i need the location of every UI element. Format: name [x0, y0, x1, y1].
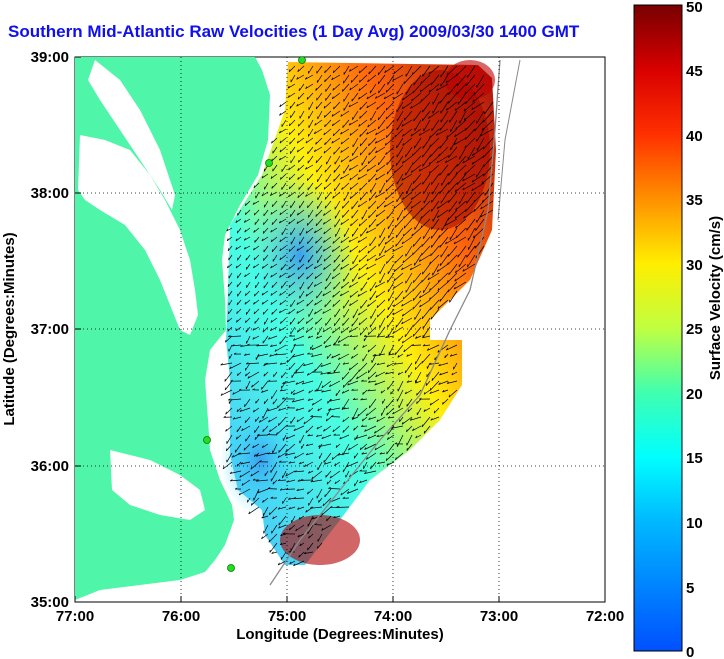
y-tick-label: 36:00 [31, 458, 69, 475]
y-tick-labels: 39:00 38:00 37:00 36:00 35:00 [31, 49, 69, 611]
colorbar-label: Surface Velocity (cm/s) [707, 216, 724, 380]
x-tick-labels: 77:00 76:00 75:00 74:00 73:00 72:00 [56, 608, 624, 625]
y-axis-label: Latitude (Degrees:Minutes) [1, 232, 18, 425]
y-tick-label: 35:00 [31, 594, 69, 611]
x-tick-label: 72:00 [586, 608, 624, 625]
colorbar-tick-label: 20 [686, 386, 703, 403]
x-tick-label: 77:00 [56, 608, 94, 625]
velocity-field [220, 60, 496, 567]
x-axis-label: Longitude (Degrees:Minutes) [236, 626, 444, 643]
y-tick-label: 37:00 [31, 321, 69, 338]
colorbar-tick-label: 15 [686, 450, 703, 467]
colorbar-tick-label: 5 [686, 580, 694, 597]
station-marker[interactable] [227, 564, 235, 572]
station-marker[interactable] [298, 57, 306, 64]
colorbar [633, 4, 683, 652]
colorbar-tick-label: 0 [686, 644, 694, 659]
colorbar-tick-label: 10 [686, 515, 703, 532]
colorbar-tick-label: 45 [686, 63, 703, 80]
bathymetry-contour [269, 59, 501, 586]
colorbar-ticks: 0 5 10 15 20 25 30 35 40 45 50 [686, 0, 703, 659]
axis-ticks [74, 56, 606, 603]
y-tick-label: 39:00 [31, 49, 69, 66]
colorbar-tick-label: 40 [686, 128, 703, 145]
bathymetry-contour-outer [497, 59, 521, 221]
colorbar-tick-label: 35 [686, 192, 703, 209]
x-tick-label: 75:00 [268, 608, 306, 625]
grid-lines [75, 57, 605, 602]
x-tick-label: 74:00 [374, 608, 412, 625]
station-marker[interactable] [203, 436, 211, 444]
y-tick-label: 38:00 [31, 185, 69, 202]
map-title: Southern Mid-Atlantic Raw Velocities (1 … [8, 22, 580, 41]
station-marker[interactable] [265, 159, 273, 167]
colorbar-tick-label: 25 [686, 321, 703, 338]
x-tick-label: 76:00 [162, 608, 200, 625]
x-tick-label: 73:00 [480, 608, 518, 625]
colorbar-tick-label: 30 [686, 257, 703, 274]
radar-stations [203, 57, 306, 572]
colorbar-tick-label: 50 [686, 0, 703, 16]
